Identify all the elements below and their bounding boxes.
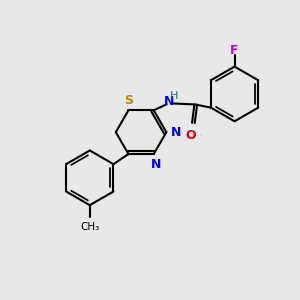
Text: N: N: [171, 126, 181, 139]
Text: O: O: [185, 129, 196, 142]
Text: S: S: [124, 94, 133, 107]
Text: CH₃: CH₃: [80, 221, 99, 232]
Text: F: F: [230, 44, 239, 57]
Text: N: N: [164, 95, 174, 108]
Text: N: N: [151, 158, 161, 171]
Text: H: H: [170, 91, 178, 101]
